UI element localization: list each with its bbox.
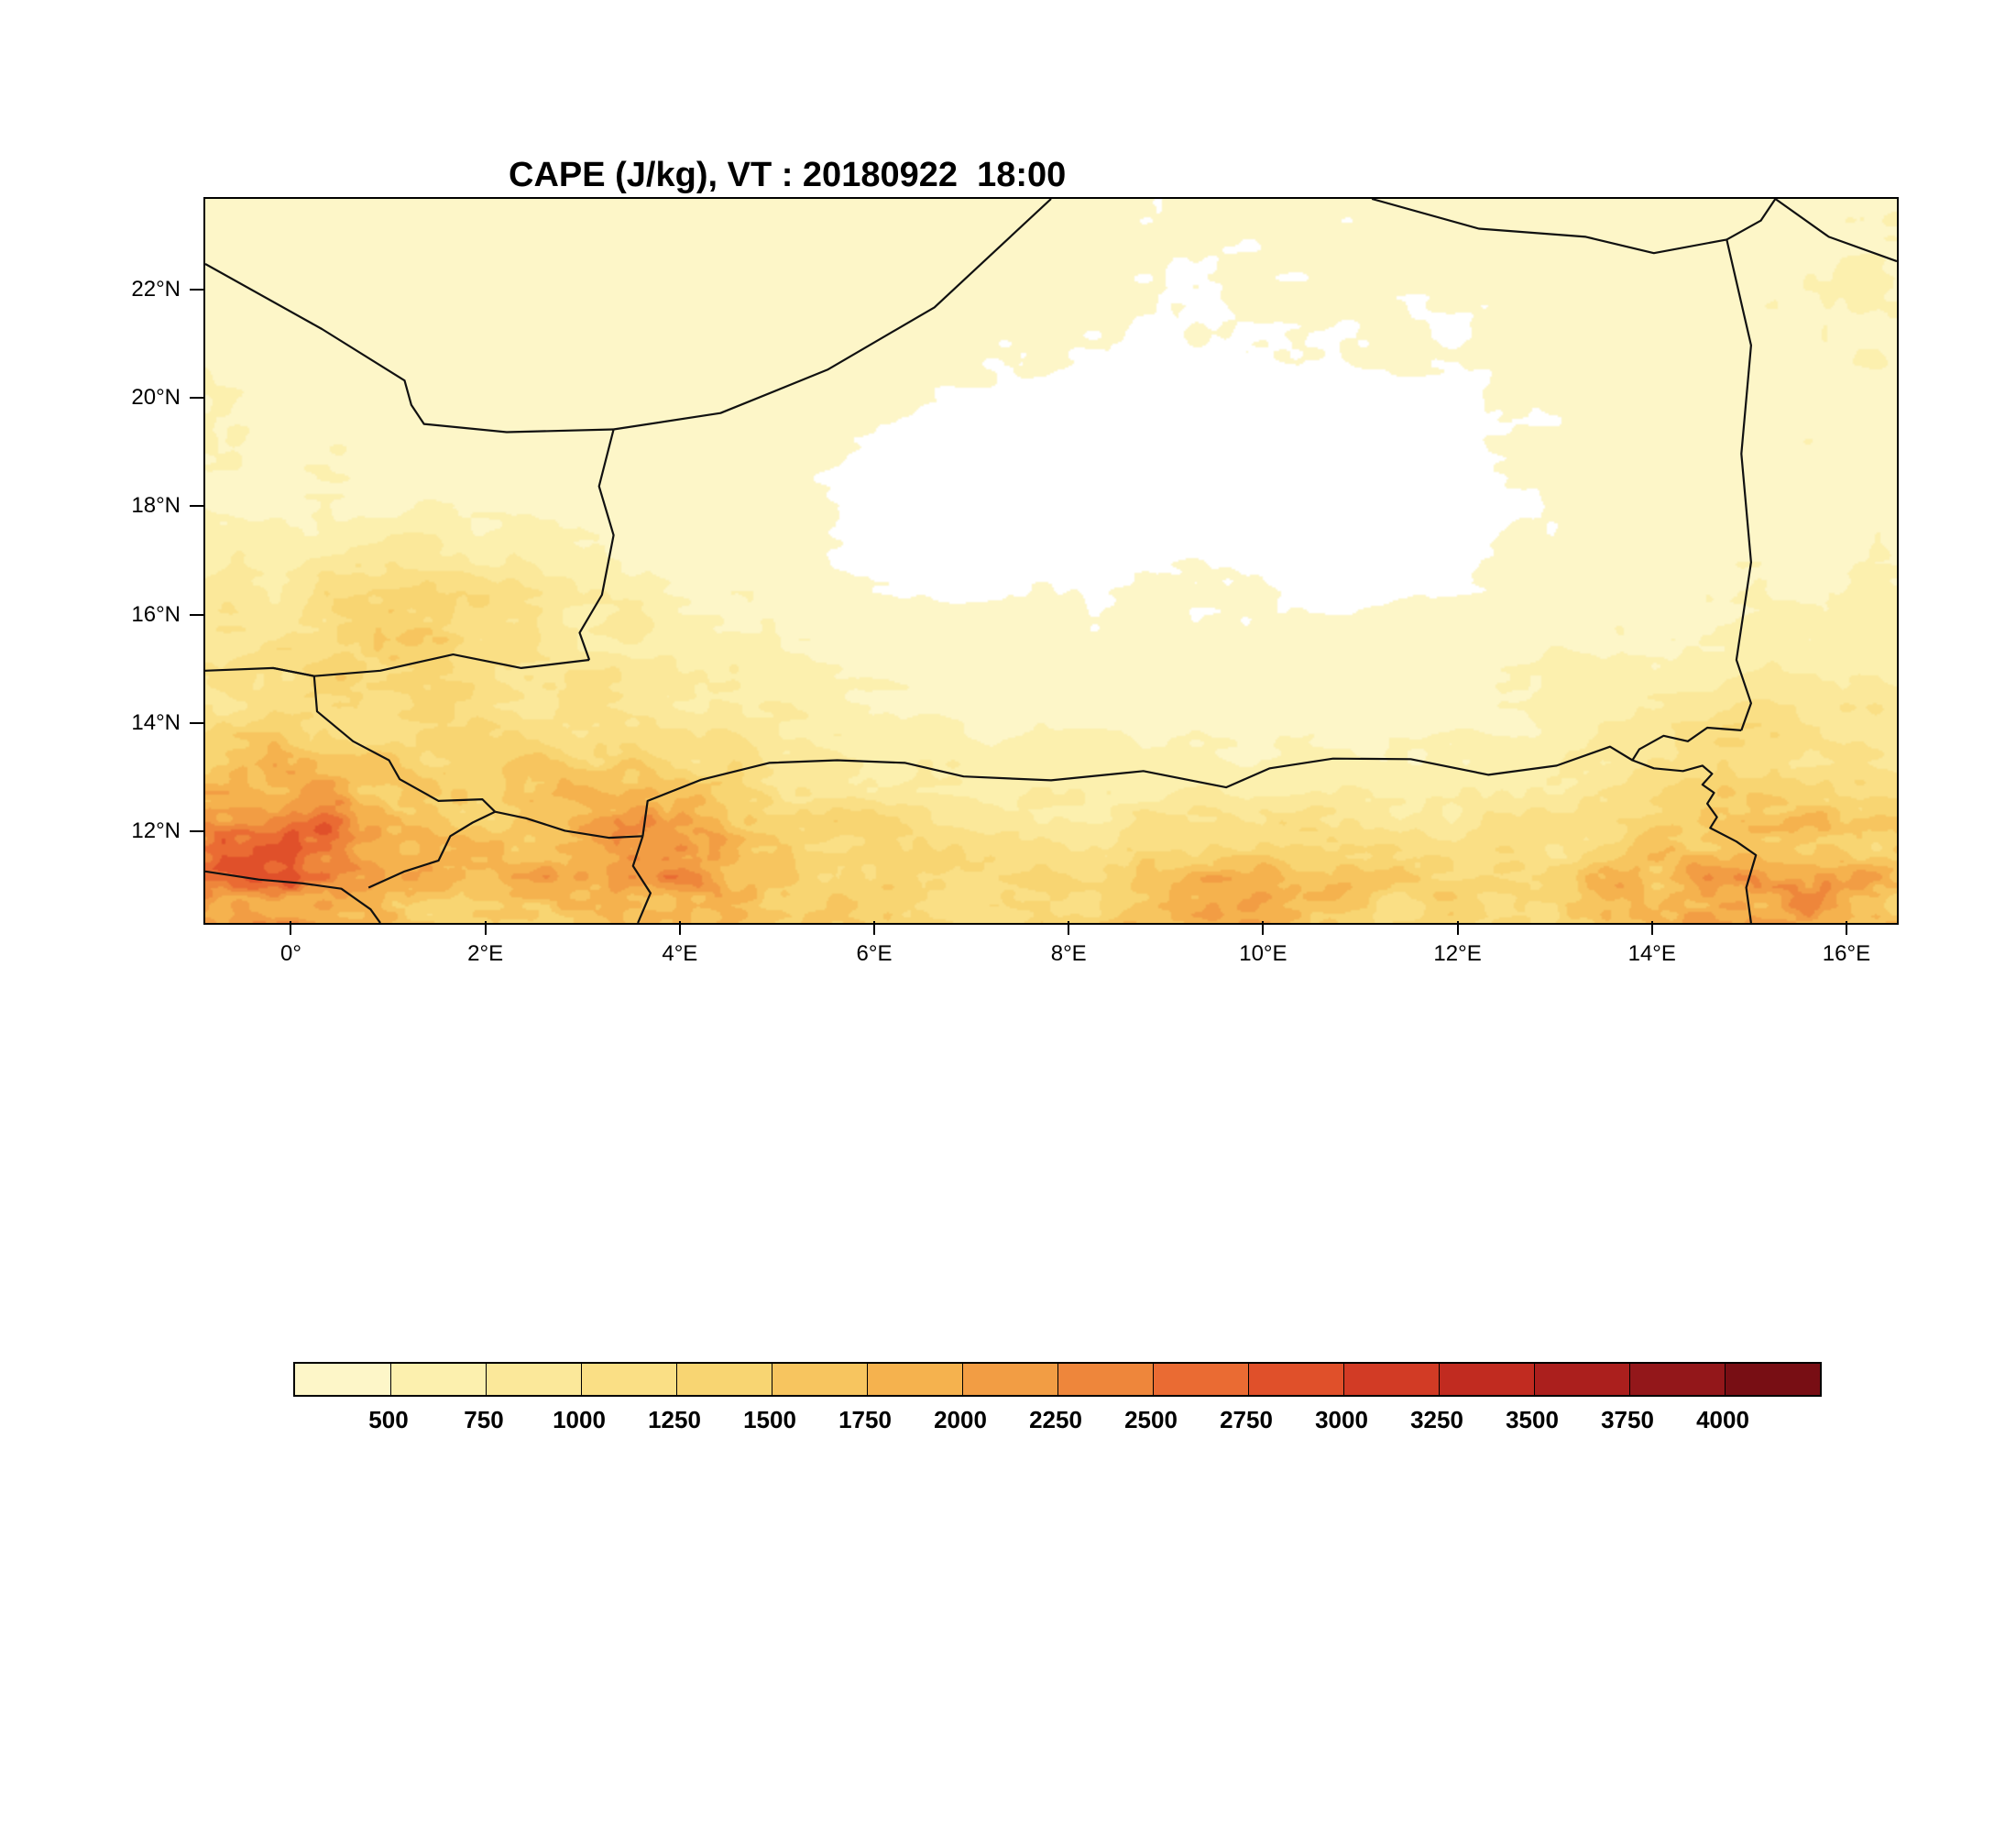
country-border-line: [1726, 239, 1752, 731]
colorbar-box: [1153, 1364, 1248, 1395]
country-border-line: [367, 810, 496, 889]
colorbar-tick-label: 3500: [1506, 1406, 1559, 1433]
country-border-line: [273, 666, 496, 813]
colorbar-box: [676, 1364, 772, 1395]
x-tick-mark: [1845, 921, 1847, 935]
y-tick-label: 22°N: [131, 276, 181, 302]
country-border-line: [1631, 726, 1758, 923]
x-tick-mark: [1650, 921, 1653, 935]
x-tick-label: 14°E: [1627, 941, 1676, 966]
colorbar-box: [1248, 1364, 1343, 1395]
colorbar-tick-label: 2250: [1029, 1406, 1082, 1433]
country-border-line: [641, 745, 1633, 837]
y-tick-label: 12°N: [131, 818, 181, 844]
y-tick-label: 14°N: [131, 710, 181, 735]
x-tick-label: 16°E: [1822, 941, 1871, 966]
colorbar-box: [581, 1364, 676, 1395]
country-border-line: [205, 870, 381, 923]
colorbar-tick-label: 1000: [553, 1406, 606, 1433]
y-tick-mark: [190, 830, 203, 833]
x-tick-label: 0°: [279, 941, 301, 966]
colorbar-box: [486, 1364, 581, 1395]
colorbar-box: [1057, 1364, 1153, 1395]
colorbar-tick-label: 1250: [648, 1406, 701, 1433]
x-tick-label: 10°E: [1239, 941, 1287, 966]
country-border-line: [205, 653, 590, 677]
colorbar-box: [1439, 1364, 1534, 1395]
colorbar-tick-label: 750: [464, 1406, 504, 1433]
colorbar-box: [295, 1364, 390, 1395]
country-border-line: [578, 429, 615, 661]
country-border-line: [631, 835, 652, 923]
country-border-line: [1774, 199, 1897, 263]
x-tick-mark: [290, 921, 292, 935]
colorbar-box: [1534, 1364, 1629, 1395]
y-tick-label: 18°N: [131, 493, 181, 519]
x-tick-mark: [484, 921, 487, 935]
colorbar-tick-label: 3750: [1601, 1406, 1654, 1433]
y-tick-label: 16°N: [131, 601, 181, 627]
colorbar-tick-label: 2750: [1220, 1406, 1273, 1433]
colorbar-box: [867, 1364, 962, 1395]
colorbar-tick-label: 2000: [934, 1406, 987, 1433]
x-tick-label: 2°E: [467, 941, 504, 966]
colorbar: [293, 1362, 1822, 1397]
x-tick-label: 6°E: [856, 941, 893, 966]
x-tick-mark: [873, 921, 876, 935]
colorbar-tick-label: 4000: [1696, 1406, 1749, 1433]
colorbar-tick-label: 1750: [838, 1406, 892, 1433]
x-tick-label: 8°E: [1050, 941, 1087, 966]
colorbar-box: [1725, 1364, 1820, 1395]
colorbar-box: [962, 1364, 1057, 1395]
colorbar-tick-label: 2500: [1124, 1406, 1178, 1433]
x-tick-label: 12°E: [1433, 941, 1482, 966]
map-plot-area: [203, 197, 1899, 925]
y-tick-mark: [190, 396, 203, 399]
y-tick-label: 20°N: [131, 384, 181, 410]
x-tick-mark: [1068, 921, 1070, 935]
country-border-line: [494, 810, 643, 840]
country-border-line: [1371, 199, 1777, 255]
colorbar-tick-label: 3250: [1410, 1406, 1463, 1433]
colorbar-tick-label: 1500: [743, 1406, 796, 1433]
plot-title: CAPE (J/kg), VT : 20180922 18:00: [509, 156, 1067, 194]
colorbar-box: [1629, 1364, 1725, 1395]
x-tick-mark: [678, 921, 681, 935]
x-tick-label: 4°E: [662, 941, 698, 966]
colorbar-box: [772, 1364, 867, 1395]
x-tick-mark: [1456, 921, 1459, 935]
colorbar-box: [390, 1364, 486, 1395]
y-tick-mark: [190, 288, 203, 291]
cape-field-canvas: [205, 199, 1897, 923]
country-border-line: [613, 199, 1052, 431]
country-border-line: [205, 263, 614, 434]
x-tick-mark: [1262, 921, 1265, 935]
y-tick-mark: [190, 613, 203, 616]
colorbar-tick-label: 3000: [1315, 1406, 1368, 1433]
y-tick-mark: [190, 722, 203, 724]
country-borders-overlay: [205, 199, 1897, 923]
colorbar-box: [1343, 1364, 1439, 1395]
y-tick-mark: [190, 505, 203, 508]
colorbar-tick-label: 500: [368, 1406, 409, 1433]
